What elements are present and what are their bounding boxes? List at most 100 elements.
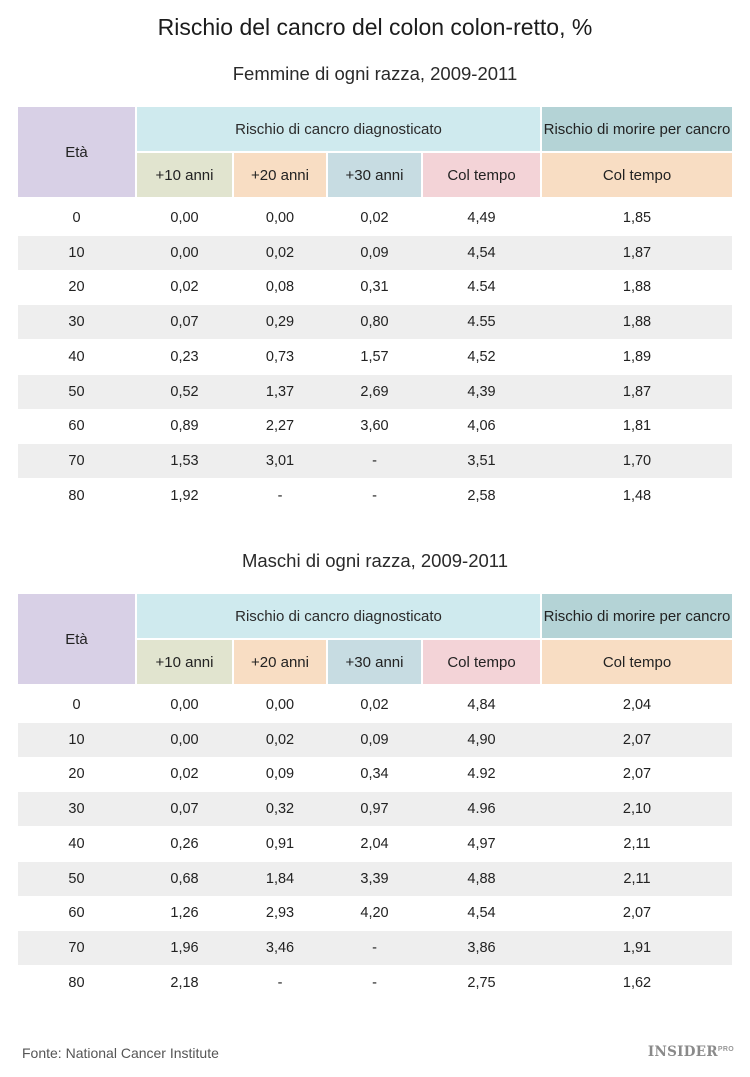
cell-value: - <box>372 974 377 991</box>
cell-value: 1,37 <box>265 383 295 400</box>
cell-eta: 60 <box>68 418 85 435</box>
cell-value: 3,46 <box>265 939 295 956</box>
table-row: 60 1,26 2,93 4,20 4,54 2,07 <box>18 896 732 930</box>
cell-value: - <box>372 939 377 956</box>
cell-value: 1,89 <box>622 348 652 365</box>
cell-value: 3,39 <box>360 870 389 887</box>
table-row: 10 0,00 0,02 0,09 4,90 2,07 <box>18 722 732 757</box>
header-plus20: +20 anni <box>234 640 326 684</box>
header-plus10: +10 anni <box>137 640 232 684</box>
cell-value: 0,02 <box>360 697 389 713</box>
cell-value: 4.92 <box>467 766 496 783</box>
header-col-tempo-morire: Col tempo <box>542 640 732 684</box>
cell-value: 0,00 <box>170 731 199 748</box>
cell-value: 4,39 <box>467 383 496 400</box>
cell-value: 0,02 <box>265 731 295 748</box>
cell-value: 0,00 <box>170 697 199 713</box>
insider-pro-logo: INSIDERPRO <box>648 1044 734 1060</box>
cell-value: 2,10 <box>622 801 652 818</box>
cell-value: 0,97 <box>360 801 389 818</box>
cell-value: 1,84 <box>265 870 295 887</box>
header-col-tempo-morire: Col tempo <box>542 153 732 197</box>
cell-value: 4,88 <box>467 870 496 887</box>
cell-value: 0,00 <box>170 244 199 261</box>
cell-value: - <box>277 487 283 504</box>
cell-value: 4,06 <box>467 418 496 435</box>
cell-value: - <box>277 974 283 991</box>
table-row: 0 0,00 0,00 0,02 4,49 1,85 <box>18 201 732 235</box>
cell-eta: 20 <box>68 279 85 296</box>
cell-value: 0,31 <box>360 279 389 296</box>
cell-eta: 30 <box>68 314 85 331</box>
cell-value: 0,09 <box>360 731 389 748</box>
cell-value: 4,97 <box>467 835 496 852</box>
cell-value: 0,26 <box>170 835 199 852</box>
cell-eta: 0 <box>72 697 81 713</box>
cell-value: 0,08 <box>265 279 295 296</box>
cell-value: 0,29 <box>265 314 295 331</box>
cell-value: 1,87 <box>622 244 652 261</box>
cell-value: 4.55 <box>467 314 496 331</box>
cell-eta: 40 <box>68 348 85 365</box>
cell-value: 1,87 <box>622 383 652 400</box>
table-subtitle-maschi: Maschi di ogni razza, 2009-2011 <box>241 550 508 571</box>
table-row: 30 0,07 0,32 0,97 4.96 2,10 <box>18 792 732 827</box>
cell-value: 2,04 <box>360 835 389 852</box>
cell-value: 1,70 <box>622 452 652 469</box>
cell-value: 2,07 <box>622 905 652 922</box>
cell-value: 1,53 <box>170 452 199 469</box>
header-plus30: +30 anni <box>328 153 421 197</box>
logo-main: INSIDER <box>647 1044 718 1060</box>
cell-eta: 70 <box>68 939 85 956</box>
cell-eta: 10 <box>68 244 85 261</box>
cell-value: 0,09 <box>360 244 389 261</box>
cell-value: 2,04 <box>622 697 652 713</box>
cell-value: 0,07 <box>170 801 199 818</box>
table-row: 40 0,23 0,73 1,57 4,52 1,89 <box>18 340 732 374</box>
cell-value: 2,75 <box>467 974 496 991</box>
table-row: 20 0,02 0,09 0,34 4.92 2,07 <box>18 757 732 791</box>
header-col-tempo: Col tempo <box>423 640 540 684</box>
cell-value: 1,48 <box>622 487 652 504</box>
cell-value: 0,34 <box>360 766 389 783</box>
cell-value: 0,80 <box>360 314 389 331</box>
cell-value: 1,91 <box>622 939 652 956</box>
cell-value: - <box>372 452 377 469</box>
cell-value: 0,02 <box>170 279 199 296</box>
header-plus30: +30 anni <box>328 640 421 684</box>
table-row: 50 0,52 1,37 2,69 4,39 1,87 <box>18 374 732 409</box>
cell-value: 2,18 <box>170 974 199 991</box>
page-title: Rischio del cancro del colon colon-retto… <box>157 14 593 40</box>
cell-value: 0,02 <box>360 210 389 226</box>
cell-value: 0,00 <box>265 697 295 713</box>
source-footer: Fonte: National Cancer Institute <box>22 1045 219 1061</box>
header-rischio-morire: Rischio di morire per cancro <box>542 594 732 638</box>
table-row: 70 1,96 3,46 - 3,86 1,91 <box>18 930 732 965</box>
cell-value: 1,26 <box>170 905 199 922</box>
cell-value: 4,20 <box>360 905 389 922</box>
cell-eta: 20 <box>68 766 85 783</box>
table-row: 10 0,00 0,02 0,09 4,54 1,87 <box>18 235 732 270</box>
cell-value: 3,01 <box>265 452 295 469</box>
cell-value: 0,52 <box>170 383 199 400</box>
table-row: 30 0,07 0,29 0,80 4.55 1,88 <box>18 305 732 340</box>
cell-value: 1,81 <box>622 418 652 435</box>
cell-value: 1,62 <box>622 974 652 991</box>
logo-sup: PRO <box>717 1046 734 1053</box>
cell-value: 2,27 <box>265 418 295 435</box>
table-subtitle-femmine: Femmine di ogni razza, 2009-2011 <box>232 63 518 84</box>
table-row: 0 0,00 0,00 0,02 4,84 2,04 <box>18 688 732 722</box>
cell-value: 0,73 <box>265 348 295 365</box>
cell-value: 0,07 <box>170 314 199 331</box>
header-rischio-diagnosticato: Rischio di cancro diagnosticato <box>137 594 540 638</box>
cell-value: 2,07 <box>622 731 652 748</box>
cell-eta: 60 <box>68 905 85 922</box>
cell-eta: 70 <box>68 452 85 469</box>
cell-value: 0,02 <box>170 766 199 783</box>
header-plus20: +20 anni <box>234 153 326 197</box>
cell-eta: 30 <box>68 801 85 818</box>
cell-value: 2,07 <box>622 766 652 783</box>
cell-value: 1,96 <box>170 939 199 956</box>
table-row: 50 0,68 1,84 3,39 4,88 2,11 <box>18 861 732 896</box>
cell-value: 2,11 <box>623 870 651 887</box>
